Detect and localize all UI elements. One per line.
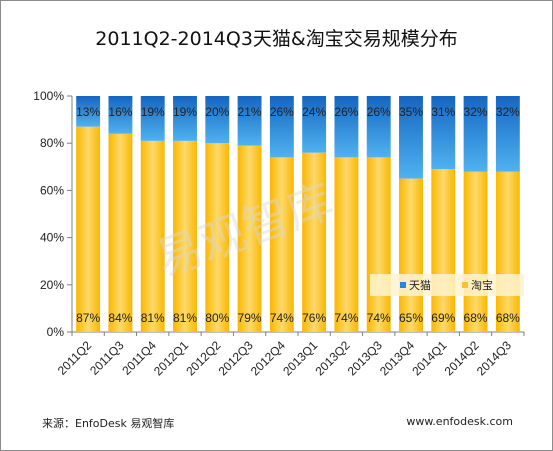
legend-label-tmall: 天猫 xyxy=(409,279,431,292)
data-label-tmall: 24% xyxy=(302,105,326,119)
bar-tmall-2011Q4 xyxy=(140,96,165,141)
bar-taobao-2013Q1 xyxy=(302,152,327,332)
bar-tmall-2013Q3 xyxy=(366,96,391,158)
bar-taobao-2012Q2 xyxy=(205,143,230,332)
data-label-taobao: 69% xyxy=(431,311,455,325)
data-label-tmall: 13% xyxy=(76,105,100,119)
bar-tmall-2012Q4 xyxy=(269,96,294,158)
bar-tmall-2013Q4 xyxy=(399,96,423,179)
bar-tmall-2011Q2 xyxy=(76,96,101,127)
bar-tmall-2013Q1 xyxy=(302,96,327,153)
legend-box xyxy=(370,274,524,296)
y-tick-label: 100% xyxy=(33,89,64,103)
data-label-taobao: 76% xyxy=(302,311,326,325)
x-tick-label: 2014Q2 xyxy=(442,338,482,378)
y-tick-label: 20% xyxy=(40,278,64,292)
x-tick-label: 2012Q1 xyxy=(151,338,191,378)
data-label-taobao: 74% xyxy=(367,311,391,325)
x-tick-label: 2013Q1 xyxy=(280,338,320,378)
y-tick-label: 60% xyxy=(40,183,64,197)
bar-taobao-2013Q2 xyxy=(334,157,359,332)
data-label-tmall: 26% xyxy=(367,105,391,119)
data-label-taobao: 65% xyxy=(399,311,423,325)
data-label-tmall: 19% xyxy=(173,105,197,119)
legend-label-taobao: 淘宝 xyxy=(471,278,493,292)
bar-taobao-2014Q1 xyxy=(431,169,456,332)
legend: 天猫 淘宝 xyxy=(370,274,524,296)
data-label-tmall: 21% xyxy=(238,105,262,119)
bar-taobao-2012Q4 xyxy=(269,157,294,332)
data-label-tmall: 35% xyxy=(399,105,423,119)
bar-tmall-2014Q2 xyxy=(463,96,488,172)
bar-tmall-2012Q1 xyxy=(173,96,197,141)
bar-tmall-2013Q2 xyxy=(334,96,359,158)
data-label-tmall: 32% xyxy=(464,105,488,119)
x-tick-label: 2011Q3 xyxy=(87,338,127,378)
y-tick-label: 40% xyxy=(40,231,64,245)
x-tick-label: 2012Q3 xyxy=(216,338,256,378)
bar-tmall-2011Q3 xyxy=(108,96,133,134)
bar-tmall-2014Q3 xyxy=(495,96,520,172)
x-tick-label: 2013Q4 xyxy=(377,338,417,378)
x-tick-label: 2013Q3 xyxy=(345,338,385,378)
data-label-taobao: 68% xyxy=(496,311,520,325)
y-tick-label: 80% xyxy=(40,136,64,150)
x-tick-label: 2012Q2 xyxy=(183,338,223,378)
bar-taobao-2012Q1 xyxy=(173,140,197,332)
data-label-taobao: 84% xyxy=(108,311,132,325)
data-label-tmall: 32% xyxy=(496,105,520,119)
data-label-taobao: 87% xyxy=(76,311,100,325)
source-note: 来源：EnfoDesk 易观智库 xyxy=(42,417,175,430)
bar-taobao-2012Q3 xyxy=(237,145,262,332)
bar-taobao-2011Q2 xyxy=(76,126,101,333)
bar-taobao-2013Q4 xyxy=(399,178,423,332)
chart-title: 2011Q2-2014Q3天猫&淘宝交易规模分布 xyxy=(95,28,458,50)
legend-swatch-tmall xyxy=(400,282,406,288)
data-label-tmall: 26% xyxy=(334,105,358,119)
bar-tmall-2012Q3 xyxy=(237,96,262,146)
x-tick-label: 2014Q1 xyxy=(409,338,449,378)
data-label-taobao: 74% xyxy=(334,311,358,325)
data-label-tmall: 20% xyxy=(205,105,229,119)
bar-tmall-2012Q2 xyxy=(205,96,230,144)
data-label-taobao: 68% xyxy=(464,311,488,325)
data-label-tmall: 16% xyxy=(108,105,132,119)
bar-taobao-2014Q3 xyxy=(495,171,520,332)
data-label-taobao: 74% xyxy=(270,311,294,325)
x-tick-label: 2014Q3 xyxy=(474,338,514,378)
data-label-taobao: 81% xyxy=(141,311,165,325)
data-label-tmall: 26% xyxy=(270,105,294,119)
bar-taobao-2011Q3 xyxy=(108,133,133,332)
x-tick-label: 2012Q4 xyxy=(248,338,288,378)
x-tick-label: 2011Q2 xyxy=(55,338,95,378)
x-tick-label: 2013Q2 xyxy=(312,338,352,378)
legend-swatch-taobao xyxy=(462,282,468,288)
bar-taobao-2013Q3 xyxy=(366,157,391,332)
bar-taobao-2011Q4 xyxy=(140,140,165,332)
data-label-tmall: 31% xyxy=(431,105,455,119)
data-label-taobao: 80% xyxy=(205,311,229,325)
data-label-tmall: 19% xyxy=(141,105,165,119)
y-tick-label: 0% xyxy=(47,325,65,339)
bar-taobao-2014Q2 xyxy=(463,171,488,332)
bar-tmall-2014Q1 xyxy=(431,96,456,170)
data-label-taobao: 79% xyxy=(238,311,262,325)
data-label-taobao: 81% xyxy=(173,311,197,325)
source-url: www.enfodesk.com xyxy=(406,415,513,428)
